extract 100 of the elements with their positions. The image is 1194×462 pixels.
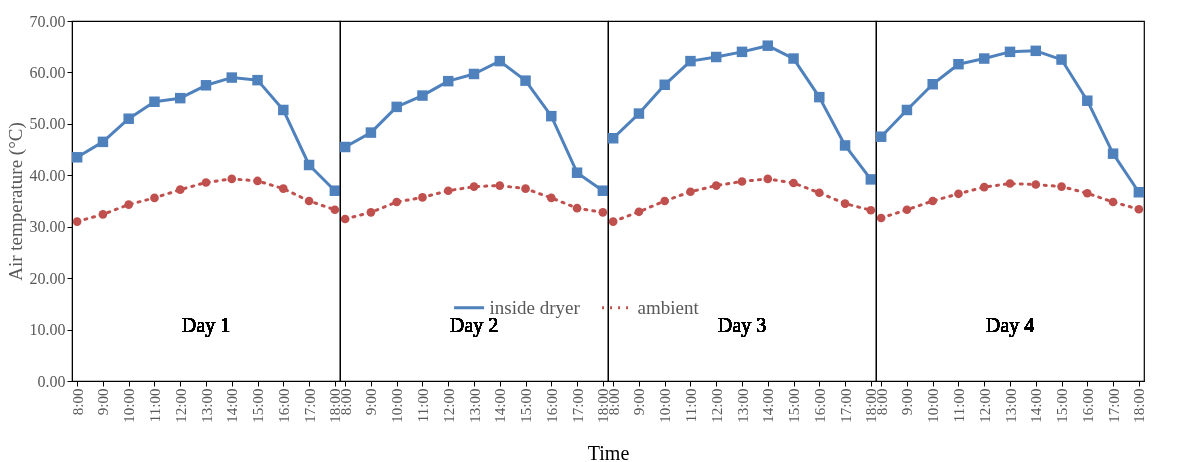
point	[788, 53, 799, 64]
point	[572, 203, 582, 213]
x-tick-label: 9:00	[631, 388, 648, 416]
point	[1107, 148, 1119, 159]
point	[520, 75, 531, 86]
x-tick-label: 12:00	[172, 388, 189, 423]
y-tick-label: 0.00	[37, 372, 66, 390]
point	[660, 196, 670, 206]
x-tick-label: 18:00	[1131, 388, 1148, 423]
point	[442, 75, 454, 87]
point	[98, 210, 108, 219]
point	[330, 205, 340, 215]
x-tick-label: 8:00	[69, 388, 86, 416]
point	[417, 90, 428, 101]
point	[226, 72, 238, 83]
point	[1004, 46, 1016, 58]
point	[953, 58, 964, 70]
x-tick-label: 17:00	[1105, 388, 1122, 423]
x-tick-label: 11:00	[414, 388, 431, 423]
point	[123, 113, 134, 124]
point	[366, 207, 376, 217]
y-tick-label: 30.00	[29, 218, 66, 236]
point	[365, 127, 377, 138]
point	[901, 104, 913, 116]
point	[1134, 204, 1144, 214]
y-tick-label: 60.00	[29, 63, 66, 81]
point	[97, 136, 109, 148]
annotation: Day 3	[717, 314, 767, 337]
x-tick-label: 15:00	[518, 388, 535, 423]
point	[633, 108, 645, 119]
point	[494, 55, 506, 67]
x-tick-label: 10:00	[389, 388, 406, 423]
point	[469, 182, 479, 191]
point	[865, 174, 877, 185]
x-tick-label: 9:00	[95, 388, 112, 416]
x-tick-label: 15:00	[250, 388, 267, 423]
point	[175, 185, 185, 195]
point	[876, 213, 886, 223]
point	[201, 178, 211, 187]
point	[546, 193, 556, 203]
point	[340, 214, 350, 224]
y-tick-label: 40.00	[29, 166, 66, 184]
y-tick-label: 50.00	[29, 115, 66, 133]
x-tick-label: 16:00	[1079, 388, 1096, 423]
y-tick-label: 20.00	[29, 269, 66, 287]
x-tick-label: 15:00	[1054, 388, 1071, 423]
x-tick-label: 10:00	[121, 388, 138, 423]
x-tick-label: 12:00	[976, 388, 993, 423]
point	[902, 205, 912, 215]
x-tick-label: 14:00	[1028, 388, 1045, 423]
point	[875, 131, 887, 142]
point	[150, 193, 159, 203]
x-tick-label: 13:00	[466, 388, 483, 423]
x-tick-label: 9:00	[899, 388, 916, 416]
point	[278, 184, 288, 193]
point	[659, 79, 670, 91]
x-tick-label: 13:00	[734, 388, 751, 423]
x-tick-label: 13:00	[198, 388, 215, 423]
point	[391, 101, 402, 113]
x-tick-label: 16:00	[811, 388, 828, 423]
point	[329, 185, 341, 196]
point	[979, 182, 989, 192]
point	[763, 174, 773, 184]
point	[1082, 188, 1092, 198]
y-tick-label: 70.00	[29, 12, 66, 30]
point	[866, 205, 876, 215]
x-tick-label: 11:00	[682, 388, 699, 423]
x-tick-label: 14:00	[492, 388, 509, 423]
point	[521, 184, 530, 193]
point	[978, 53, 990, 64]
x-tick-label: 13:00	[1002, 388, 1019, 423]
point	[607, 133, 619, 144]
point	[1056, 54, 1067, 65]
point	[814, 188, 824, 198]
point	[927, 79, 938, 90]
point	[1031, 180, 1041, 189]
x-axis-title: Time	[587, 441, 630, 462]
point	[72, 217, 82, 226]
point	[1133, 187, 1145, 198]
point	[954, 189, 963, 199]
x-tick-label: 17:00	[301, 388, 318, 423]
annotation: Day 1	[181, 314, 231, 337]
point	[339, 141, 351, 153]
x-tick-label: 9:00	[363, 388, 380, 416]
x-tick-label: 16:00	[275, 388, 292, 423]
point	[839, 140, 851, 151]
x-tick-label: 16:00	[543, 388, 560, 423]
point	[608, 217, 618, 226]
point	[546, 110, 557, 122]
legend-label: ambient	[637, 296, 700, 318]
point	[736, 46, 748, 58]
point	[571, 167, 583, 178]
x-tick-label: 10:00	[925, 388, 942, 423]
x-tick-label: 17:00	[837, 388, 854, 423]
x-tick-label: 10:00	[657, 388, 674, 423]
point	[392, 197, 402, 207]
point	[597, 185, 609, 196]
x-tick-label: 17:00	[569, 388, 586, 423]
point	[598, 207, 608, 217]
point	[634, 207, 644, 217]
